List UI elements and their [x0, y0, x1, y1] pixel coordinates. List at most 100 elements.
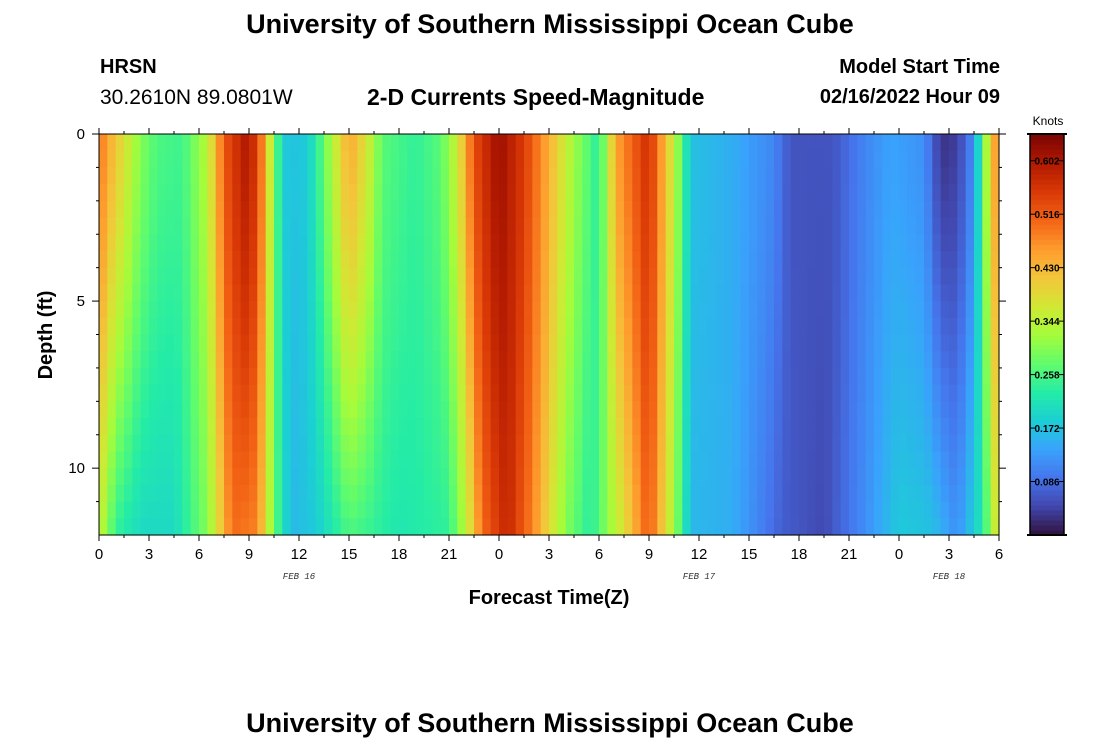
heatmap-cell [590, 217, 600, 235]
heatmap-cell [199, 317, 208, 336]
heatmap-cell [332, 234, 342, 252]
heatmap-cell [374, 384, 383, 402]
heatmap-cell [524, 351, 533, 369]
heatmap-cell [607, 317, 617, 336]
heatmap-cell [765, 234, 775, 252]
heatmap-cell [715, 267, 725, 285]
heatmap-cell [265, 434, 275, 453]
heatmap-cell [432, 351, 442, 369]
heatmap-cell [290, 184, 300, 202]
heatmap-cell [665, 434, 675, 453]
heatmap-cell [649, 150, 658, 169]
heatmap-cell [474, 217, 483, 235]
heatmap-cell [590, 418, 600, 436]
heatmap-cell [465, 267, 475, 285]
heatmap-cell [332, 284, 342, 302]
heatmap-cell [790, 418, 800, 436]
heatmap-cell [874, 167, 883, 185]
heatmap-cell [240, 418, 250, 436]
heatmap-cell [440, 200, 450, 219]
heatmap-cell [640, 518, 650, 536]
heatmap-cell [274, 234, 283, 252]
heatmap-cell [240, 401, 250, 419]
heatmap-cell [974, 451, 983, 469]
heatmap-cell [415, 501, 425, 519]
heatmap-cell [315, 217, 325, 235]
heatmap-cell [107, 451, 117, 469]
heatmap-cell [757, 217, 767, 235]
heatmap-cell [499, 451, 508, 469]
heatmap-cell [640, 301, 650, 319]
heatmap-cell [182, 267, 192, 285]
heatmap-cell [407, 267, 417, 285]
heatmap-cell [990, 200, 1000, 219]
heatmap-cell [190, 200, 200, 219]
heatmap-cell [124, 401, 133, 419]
heatmap-cell [665, 518, 675, 536]
colorbar-segment [1030, 154, 1064, 160]
heatmap-cell [965, 401, 975, 419]
heatmap-cell [949, 501, 958, 519]
heatmap-cell [424, 451, 433, 469]
heatmap-cell [899, 250, 908, 269]
heatmap-cell [624, 150, 633, 169]
heatmap-cell [907, 284, 917, 302]
heatmap-cell [715, 150, 725, 169]
heatmap-cell [699, 317, 708, 336]
heatmap-cell [449, 267, 458, 285]
heatmap-cell [149, 200, 158, 219]
heatmap-cell [990, 351, 1000, 369]
heatmap-cell [290, 200, 300, 219]
heatmap-cell [140, 367, 150, 386]
heatmap-cell [957, 367, 967, 386]
heatmap-cell [715, 284, 725, 302]
heatmap-cell [640, 501, 650, 519]
heatmap-cell [799, 234, 808, 252]
heatmap-cell [574, 167, 583, 185]
heatmap-cell [407, 418, 417, 436]
heatmap-cell [165, 434, 175, 453]
heatmap-cell [132, 200, 142, 219]
heatmap-cell [207, 317, 217, 336]
heatmap-cell [349, 301, 358, 319]
heatmap-cell [215, 501, 225, 519]
heatmap-cell [490, 367, 500, 386]
heatmap-cell [574, 468, 583, 486]
heatmap-cell [790, 401, 800, 419]
heatmap-cell [740, 501, 750, 519]
heatmap-cell [807, 468, 817, 486]
heatmap-cell [532, 434, 542, 453]
heatmap-cell [907, 367, 917, 386]
heatmap-cell [690, 284, 700, 302]
heatmap-cell [115, 334, 125, 352]
heatmap-cell [207, 351, 217, 369]
heatmap-cell [299, 150, 308, 169]
heatmap-cell [407, 384, 417, 402]
heatmap-cell [307, 384, 317, 402]
heatmap-cell [182, 501, 192, 519]
colorbar-segment [1030, 519, 1064, 526]
heatmap-cell [165, 501, 175, 519]
heatmap-cell [432, 134, 442, 152]
heatmap-cell [532, 150, 542, 169]
heatmap-cell [657, 384, 667, 402]
heatmap-cell [474, 501, 483, 519]
heatmap-cell [857, 468, 867, 486]
heatmap-cell [665, 200, 675, 219]
heatmap-cell [590, 351, 600, 369]
heatmap-cell [557, 418, 567, 436]
heatmap-cell [540, 301, 550, 319]
heatmap-cell [515, 468, 525, 486]
heatmap-cell [115, 351, 125, 369]
heatmap-cell [632, 167, 642, 185]
heatmap-cell [957, 401, 967, 419]
heatmap-cell [440, 451, 450, 469]
heatmap-cell [657, 501, 667, 519]
heatmap-cell [240, 167, 250, 185]
heatmap-cell [649, 200, 658, 219]
heatmap-cell [107, 484, 117, 503]
heatmap-cell [215, 234, 225, 252]
heatmap-cell [365, 200, 375, 219]
heatmap-cell [599, 367, 608, 386]
heatmap-cell [357, 250, 367, 269]
